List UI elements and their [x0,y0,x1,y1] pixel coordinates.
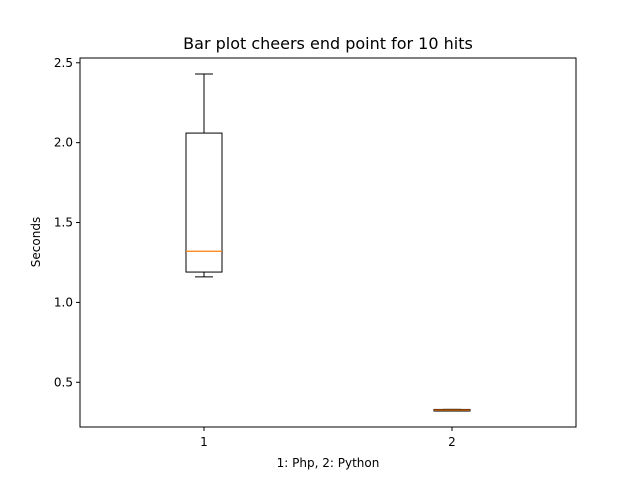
x-axis-label: 1: Php, 2: Python [277,456,380,470]
y-tick-label: 1.0 [54,295,73,309]
x-tick-label: 1 [200,435,208,449]
y-tick-label: 2.5 [54,56,73,70]
box-body [185,132,223,273]
y-tick-label: 1.5 [54,216,73,230]
x-tick-label: 2 [448,435,456,449]
box-1 [185,73,223,278]
box-2 [433,408,471,412]
y-axis: 0.5 1.0 1.5 2.0 2.5 [54,56,80,389]
y-tick-label: 0.5 [54,375,73,389]
plot-area [79,57,577,428]
chart-title: Bar plot cheers end point for 10 hits [183,34,473,53]
boxes [185,73,471,412]
y-axis-label: Seconds [29,217,43,267]
y-tick-label: 2.0 [54,136,73,150]
